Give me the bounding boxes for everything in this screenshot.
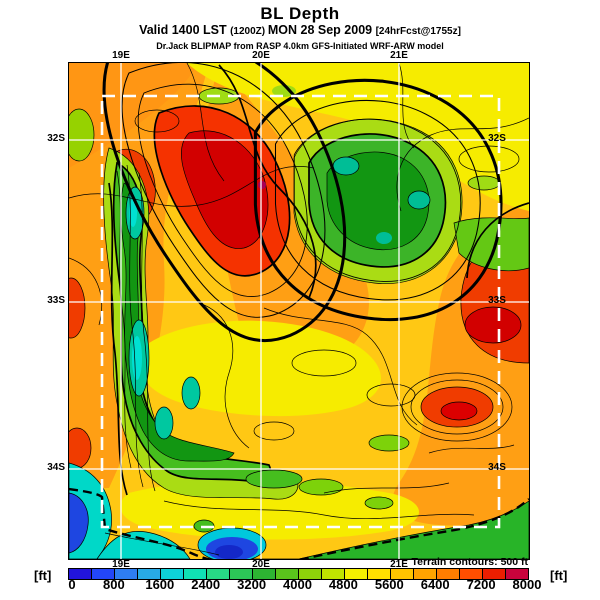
colorbar-segment-3 <box>138 569 161 579</box>
colorbar-segment-1 <box>92 569 115 579</box>
latlon-grid <box>69 63 529 559</box>
bottom-tick-19E: 19E <box>112 559 130 570</box>
colorbar-label-6400: 6400 <box>420 577 450 592</box>
bl-depth-colorbar <box>68 568 529 580</box>
colorbar-segment-19 <box>506 569 528 579</box>
colorbar-label-0: 0 <box>68 577 76 592</box>
terrain-contours-note: Terrain contours: 500 ft <box>411 556 529 568</box>
right-tick-32S: 32S <box>488 133 506 144</box>
colorbar-segment-10 <box>299 569 322 579</box>
top-tick-20E: 20E <box>252 50 270 61</box>
colorbar-segment-4 <box>161 569 184 579</box>
page-title: BL Depth <box>260 4 340 23</box>
colorbar-segment-16 <box>437 569 460 579</box>
model-attribution: Dr.Jack BLIPMAP from RASP 4.0km GFS-Init… <box>156 41 444 51</box>
valid-zulu: (1200Z) <box>230 26 268 37</box>
colorbar-label-2400: 2400 <box>191 577 221 592</box>
contour-field-image <box>69 63 529 559</box>
bottom-tick-21E: 21E <box>390 559 408 570</box>
left-tick-32S: 32S <box>47 133 65 144</box>
colorbar-label-7200: 7200 <box>466 577 496 592</box>
colorbar-label-1600: 1600 <box>145 577 175 592</box>
valid-date: MON 28 Sep 2009 <box>267 23 376 37</box>
colorbar-segment-11 <box>322 569 345 579</box>
valid-time-line: Valid 1400 LST (1200Z) MON 28 Sep 2009 [… <box>0 23 600 37</box>
top-tick-19E: 19E <box>112 50 130 61</box>
forecast-cycle: [24hrFcst@1755z] <box>375 26 461 37</box>
colorbar-label-4000: 4000 <box>283 577 312 592</box>
colorbar-segment-9 <box>276 569 299 579</box>
coastline <box>69 487 529 559</box>
bl-depth-map <box>68 62 530 560</box>
right-tick-33S: 33S <box>488 295 506 306</box>
colorbar-segment-2 <box>115 569 138 579</box>
colorbar-segment-0 <box>69 569 92 579</box>
colorbar-label-800: 800 <box>103 577 125 592</box>
colorbar-label-5600: 5600 <box>374 577 404 592</box>
colorbar-segment-6 <box>207 569 230 579</box>
colorbar-segment-12 <box>345 569 368 579</box>
left-tick-34S: 34S <box>47 462 65 473</box>
colorbar-label-8000: 8000 <box>512 577 542 592</box>
top-tick-21E: 21E <box>390 50 408 61</box>
colorbar-segment-8 <box>253 569 276 579</box>
colorbar-label-3200: 3200 <box>237 577 267 592</box>
colorbar-segment-5 <box>184 569 207 579</box>
colorbar-segment-17 <box>460 569 483 579</box>
colorbar-segment-13 <box>368 569 391 579</box>
left-tick-33S: 33S <box>47 295 65 306</box>
colorbar-segment-18 <box>483 569 506 579</box>
unit-label-left: [ft] <box>34 568 52 583</box>
unit-label-right: [ft] <box>550 568 568 583</box>
colorbar-label-4800: 4800 <box>328 577 358 592</box>
nested-domain-boundary <box>100 94 501 529</box>
right-tick-34S: 34S <box>488 462 506 473</box>
valid-time: Valid 1400 LST <box>139 23 231 37</box>
colorbar-segment-7 <box>230 569 253 579</box>
bottom-tick-20E: 20E <box>252 559 270 570</box>
colorbar-segment-15 <box>414 569 437 579</box>
colorbar-segment-14 <box>391 569 414 579</box>
